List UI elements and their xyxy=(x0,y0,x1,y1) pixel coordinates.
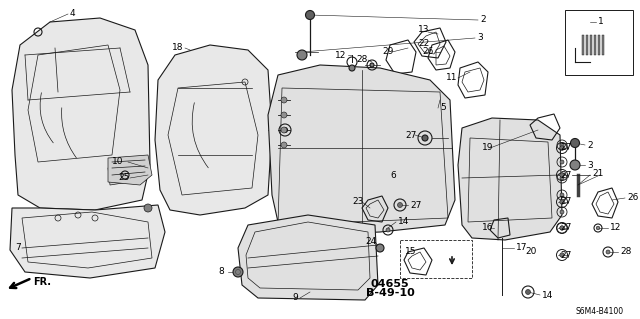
Polygon shape xyxy=(108,155,152,185)
Circle shape xyxy=(281,142,287,148)
Polygon shape xyxy=(458,118,562,240)
Bar xyxy=(400,240,472,278)
Circle shape xyxy=(606,250,610,254)
Circle shape xyxy=(297,50,307,60)
Text: 19: 19 xyxy=(482,144,493,152)
Text: 17: 17 xyxy=(516,243,527,253)
Circle shape xyxy=(560,200,564,204)
Text: FR.: FR. xyxy=(33,277,51,287)
Circle shape xyxy=(560,143,564,147)
Text: 11: 11 xyxy=(446,73,458,83)
Circle shape xyxy=(560,226,564,230)
Text: 24: 24 xyxy=(365,238,376,247)
Text: 3: 3 xyxy=(477,33,483,42)
Circle shape xyxy=(386,228,390,232)
Text: 3: 3 xyxy=(587,160,593,169)
Circle shape xyxy=(349,65,355,71)
Circle shape xyxy=(570,138,579,147)
Text: 14: 14 xyxy=(398,217,410,226)
Text: 27: 27 xyxy=(410,201,421,210)
Text: S6M4-B4100: S6M4-B4100 xyxy=(576,308,624,316)
Polygon shape xyxy=(108,165,142,185)
Text: 27: 27 xyxy=(560,170,572,180)
Polygon shape xyxy=(238,215,378,300)
Text: 6: 6 xyxy=(390,170,396,180)
Text: 25: 25 xyxy=(118,174,129,182)
Circle shape xyxy=(560,173,564,177)
Text: 8: 8 xyxy=(218,268,224,277)
Circle shape xyxy=(560,193,564,197)
Text: 28: 28 xyxy=(356,56,367,64)
Circle shape xyxy=(281,127,287,133)
Text: 22: 22 xyxy=(418,40,429,48)
Circle shape xyxy=(397,203,403,207)
Text: 2: 2 xyxy=(480,16,486,25)
Text: B-49-10: B-49-10 xyxy=(365,288,414,298)
Polygon shape xyxy=(155,45,272,215)
Text: 12: 12 xyxy=(335,50,346,60)
Text: 27: 27 xyxy=(560,224,572,233)
Text: 9: 9 xyxy=(292,293,298,302)
Circle shape xyxy=(560,226,564,230)
Circle shape xyxy=(560,210,564,214)
Polygon shape xyxy=(598,35,600,55)
Text: 26: 26 xyxy=(627,194,638,203)
Text: 20: 20 xyxy=(525,248,536,256)
Text: 5: 5 xyxy=(440,102,445,112)
Circle shape xyxy=(560,253,564,257)
Text: 4: 4 xyxy=(70,9,76,18)
Text: 27: 27 xyxy=(560,197,572,206)
Polygon shape xyxy=(590,35,592,55)
Polygon shape xyxy=(594,35,596,55)
Circle shape xyxy=(422,135,428,141)
Circle shape xyxy=(305,11,314,19)
Circle shape xyxy=(560,146,564,150)
Text: 27: 27 xyxy=(560,144,572,152)
Text: 14: 14 xyxy=(542,291,554,300)
Circle shape xyxy=(281,97,287,103)
Text: 7: 7 xyxy=(15,243,20,253)
Text: 15: 15 xyxy=(405,248,417,256)
Polygon shape xyxy=(602,35,604,55)
Text: 10: 10 xyxy=(112,158,124,167)
Text: 18: 18 xyxy=(172,43,184,53)
Text: 27: 27 xyxy=(405,130,417,139)
Circle shape xyxy=(560,160,564,164)
Text: 28: 28 xyxy=(620,248,632,256)
Text: 12: 12 xyxy=(610,224,621,233)
Circle shape xyxy=(376,244,384,252)
Bar xyxy=(565,10,633,75)
Text: 16: 16 xyxy=(482,224,493,233)
Polygon shape xyxy=(268,65,455,235)
Polygon shape xyxy=(582,35,584,55)
Text: 04655: 04655 xyxy=(371,279,410,289)
Polygon shape xyxy=(12,18,150,210)
Circle shape xyxy=(370,63,374,67)
Polygon shape xyxy=(10,205,165,278)
Text: 2: 2 xyxy=(587,140,593,150)
Text: 23: 23 xyxy=(352,197,364,206)
Circle shape xyxy=(525,290,531,294)
Text: 13: 13 xyxy=(418,26,429,34)
Circle shape xyxy=(233,267,243,277)
Circle shape xyxy=(570,160,580,170)
Text: 29: 29 xyxy=(382,47,394,56)
Circle shape xyxy=(282,128,287,132)
Text: 1: 1 xyxy=(598,18,604,26)
Circle shape xyxy=(281,112,287,118)
Polygon shape xyxy=(586,35,588,55)
Text: 26: 26 xyxy=(422,48,433,56)
Circle shape xyxy=(144,204,152,212)
Circle shape xyxy=(596,226,600,230)
Circle shape xyxy=(560,176,564,180)
Text: 27: 27 xyxy=(560,250,572,259)
Text: 21: 21 xyxy=(592,169,604,179)
